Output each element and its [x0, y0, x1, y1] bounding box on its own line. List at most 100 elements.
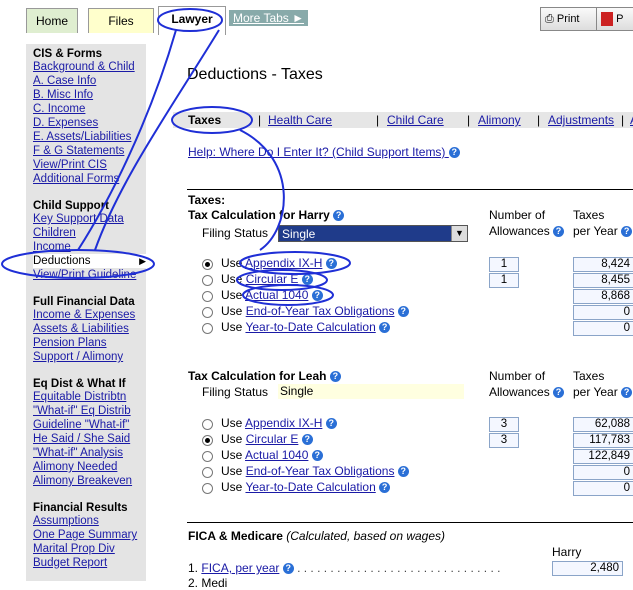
ytd-calculation-link[interactable]: Year-to-Date Calculation [245, 320, 376, 334]
sidebar: CIS & Forms Background & Child A. Case I… [26, 44, 146, 581]
harry-tax-ytd: 0 [573, 321, 633, 336]
subtab-health-care[interactable]: Health Care [268, 113, 333, 127]
row-number: 1. [188, 561, 199, 575]
sidebar-item[interactable]: Guideline "What-if" [33, 419, 130, 431]
subtab-separator: | [537, 113, 541, 127]
sidebar-item[interactable]: Income [33, 241, 71, 253]
selected-arrow-icon: ▶ [139, 256, 146, 266]
help-icon: ? [397, 306, 409, 318]
subtab-adjustments[interactable]: Adjustments [548, 113, 615, 127]
print-button[interactable]: ⎙ Print [540, 7, 600, 31]
sidebar-item[interactable]: B. Misc Info [33, 89, 94, 101]
sidebar-item[interactable]: D. Expenses [33, 117, 99, 129]
help-icon: ? [379, 322, 391, 334]
leah-method-radio-actual[interactable] [202, 451, 213, 462]
end-of-year-link[interactable]: End-of-Year Tax Obligations [245, 304, 395, 318]
sidebar-item[interactable]: F & G Statements [33, 145, 125, 157]
subtab-separator: | [376, 113, 380, 127]
filing-status-value: Single [282, 227, 316, 241]
appendix-ix-h-link[interactable]: Appendix IX-H [245, 416, 323, 430]
harry-filing-status-select[interactable]: Single ▼ [278, 225, 468, 242]
subtab-child-care[interactable]: Child Care [387, 113, 444, 127]
chevron-down-icon[interactable]: ▼ [451, 226, 467, 241]
subtab-taxes[interactable]: Taxes [188, 113, 222, 127]
divider [187, 522, 633, 523]
use-label: Use [221, 416, 243, 430]
sidebar-item[interactable]: Additional Forms [33, 173, 120, 185]
tab-lawyer[interactable]: Lawyer [158, 6, 226, 35]
circular-e-link[interactable]: Circular E [245, 272, 299, 286]
medicare-row-partial: 2. Medi [188, 576, 228, 590]
sidebar-item[interactable]: C. Income [33, 103, 86, 115]
sidebar-item-deductions-selected[interactable]: Deductions ▶ [33, 254, 146, 268]
ytd-calculation-link[interactable]: Year-to-Date Calculation [245, 480, 376, 494]
sidebar-item[interactable]: Alimony Needed [33, 461, 118, 473]
harry-method-row: Use End-of-Year Tax Obligations ? [221, 304, 409, 318]
leah-tax-ytd: 0 [573, 481, 633, 496]
harry-method-radio-circular[interactable] [202, 275, 213, 286]
sidebar-item[interactable]: Key Support Data [33, 213, 124, 225]
subtab-separator: | [258, 113, 262, 127]
sidebar-item[interactable]: Budget Report [33, 557, 108, 569]
actual-1040-link[interactable]: Actual 1040 [245, 288, 309, 302]
sidebar-item[interactable]: Equitable Distribtn [33, 391, 127, 403]
help-icon: ? [621, 387, 633, 399]
sidebar-item[interactable]: View/Print CIS [33, 159, 107, 171]
sidebar-item[interactable]: Assets & Liabilities [33, 323, 129, 335]
more-tabs-link[interactable]: More Tabs ► [229, 10, 309, 26]
print-label: Print [556, 13, 580, 25]
subtab-alimony[interactable]: Alimony [478, 113, 521, 127]
fica-per-year-link[interactable]: FICA, per year [201, 561, 280, 575]
sidebar-item[interactable]: Assumptions [33, 515, 99, 527]
sidebar-item[interactable]: One Page Summary [33, 529, 138, 541]
sidebar-item[interactable]: E. Assets/Liabilities [33, 131, 132, 143]
leah-method-row: Use End-of-Year Tax Obligations ? [221, 464, 409, 478]
help-icon: ? [448, 147, 460, 159]
leah-method-radio-end-of-year[interactable] [202, 467, 213, 478]
fica-heading: FICA & Medicare [188, 529, 283, 543]
sidebar-item[interactable]: Income & Expenses [33, 309, 136, 321]
subtab-more[interactable]: A [630, 112, 633, 128]
harry-method-radio-end-of-year[interactable] [202, 307, 213, 318]
harry-method-radio-actual[interactable] [202, 291, 213, 302]
harry-tax-end-of-year[interactable]: 0 [573, 305, 633, 320]
taxes-col-header: Taxes [573, 369, 605, 383]
sidebar-item[interactable]: "What-if" Analysis [33, 447, 123, 459]
actual-1040-link[interactable]: Actual 1040 [245, 448, 309, 462]
sidebar-item[interactable]: "What-if" Eq Distrib [33, 405, 131, 417]
leah-method-radio-ytd[interactable] [202, 483, 213, 494]
harry-method-radio-ytd[interactable] [202, 323, 213, 334]
help-link[interactable]: Help: Where Do I Enter It? (Child Suppor… [188, 145, 460, 159]
pdf-icon [601, 12, 613, 27]
harry-allowances-appendix[interactable]: 1 [489, 257, 519, 272]
leah-allowances-circular[interactable]: 3 [489, 433, 519, 448]
sidebar-item[interactable]: Support / Alimony [33, 351, 124, 363]
harry-allowances-circular[interactable]: 1 [489, 273, 519, 288]
harry-method-row: Use Actual 1040 ? [221, 288, 323, 302]
sidebar-item[interactable]: A. Case Info [33, 75, 97, 87]
tab-files[interactable]: Files [88, 8, 154, 33]
help-icon: ? [301, 274, 313, 286]
tab-home[interactable]: Home [26, 8, 78, 33]
sidebar-item[interactable]: View/Print Guideline [33, 269, 137, 281]
sidebar-item[interactable]: Background & Child [33, 61, 135, 73]
sidebar-item[interactable]: He Said / She Said [33, 433, 131, 445]
appendix-ix-h-link[interactable]: Appendix IX-H [245, 256, 323, 270]
dot-leader: . . . . . . . . . . . . . . . . . . . . … [297, 561, 501, 575]
allowances-col-header: Number of [489, 208, 546, 222]
sidebar-item[interactable]: Marital Prop Div [33, 543, 115, 555]
leah-method-radio-appendix[interactable] [202, 419, 213, 430]
sidebar-item[interactable]: Alimony Breakeven [33, 475, 133, 487]
harry-tax-heading-text: Tax Calculation for Harry [188, 208, 330, 222]
top-tab-bar: Home Files Lawyer More Tabs ► ⎙ Print P [0, 0, 633, 36]
harry-tax-appendix: 8,424 [573, 257, 633, 272]
harry-method-radio-appendix[interactable] [202, 259, 213, 270]
sidebar-item[interactable]: Children [33, 227, 76, 239]
leah-method-radio-circular[interactable] [202, 435, 213, 446]
end-of-year-link[interactable]: End-of-Year Tax Obligations [245, 464, 395, 478]
leah-allowances-appendix[interactable]: 3 [489, 417, 519, 432]
circular-e-link[interactable]: Circular E [245, 432, 299, 446]
sidebar-item[interactable]: Pension Plans [33, 337, 107, 349]
pdf-button[interactable]: P [596, 7, 633, 31]
leah-tax-end-of-year[interactable]: 0 [573, 465, 633, 480]
